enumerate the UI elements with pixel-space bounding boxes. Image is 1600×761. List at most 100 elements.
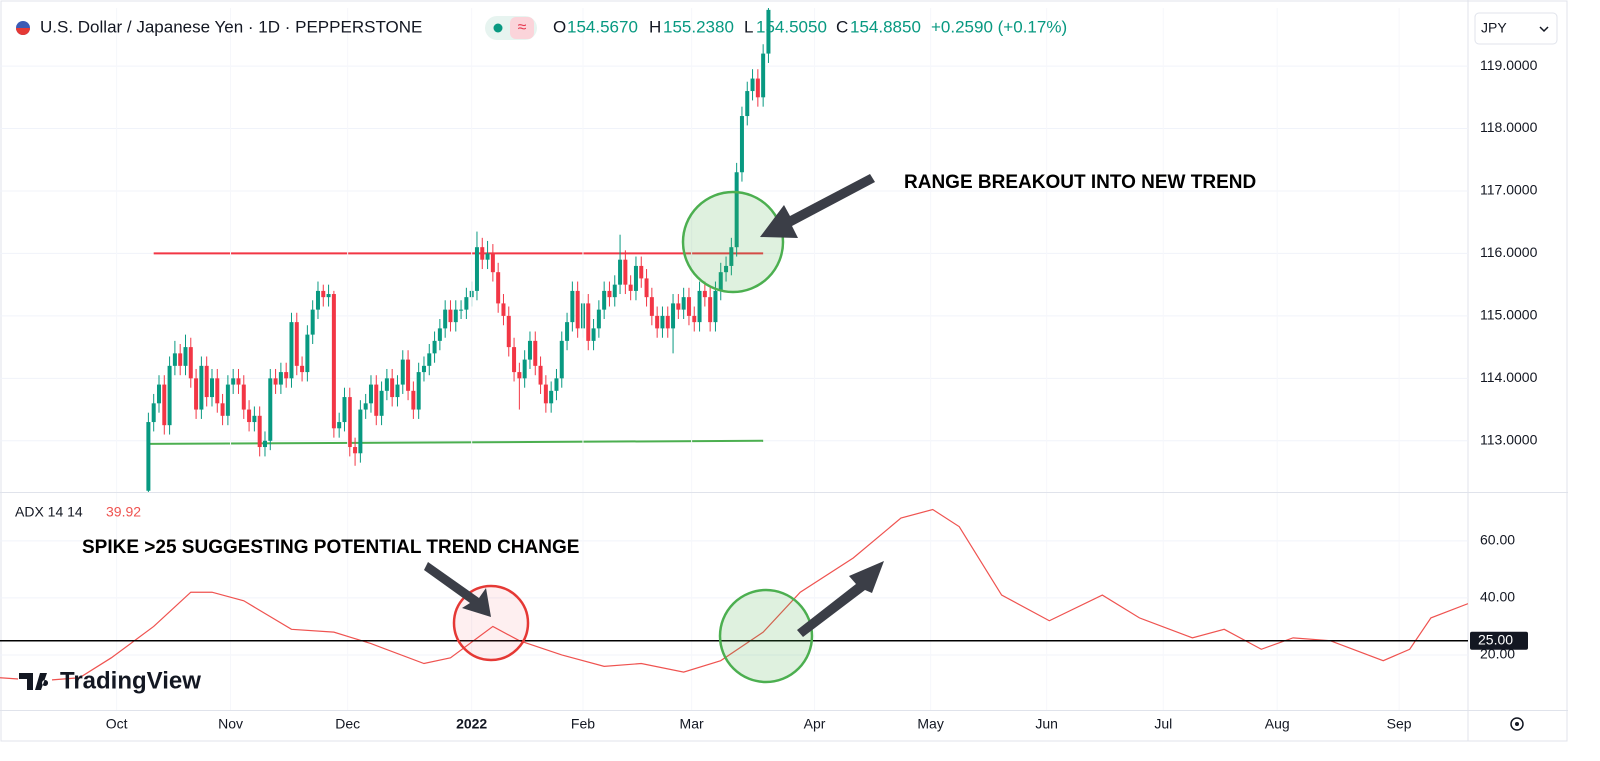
candle-body [718,272,723,291]
candle-body [644,278,649,298]
candle-body [411,390,416,410]
candle-body [151,403,156,423]
candle-body [241,384,246,410]
candle-body [252,415,257,423]
candle-body [390,378,395,398]
arrow [797,561,884,637]
candle-body [713,290,718,323]
candle-body [321,290,326,298]
ohlc-label: H [649,17,661,36]
candle-body [204,365,209,398]
currency-button[interactable] [1474,12,1558,45]
candle-body [602,290,607,310]
candle-body [448,309,453,323]
candle-body [459,309,464,311]
candle-body [194,378,199,410]
symbol: U.S. Dollar / Japanese Yen · 1D · PEPPER… [40,17,422,36]
candle-body [480,247,485,260]
candle-body [300,365,305,373]
candle-body [702,290,707,298]
ohlc-value: 154.5050 [756,17,827,36]
candle-body [750,78,755,92]
candle-body [172,353,177,366]
candle-body [199,365,204,410]
candle-body [628,284,633,291]
arrow [424,562,491,617]
candle-body [225,384,230,416]
candle-body [649,297,654,316]
frame [0,0,1568,742]
candle-body [607,290,612,298]
candle-body [156,384,161,404]
candle-body [379,390,384,416]
candle-body [485,253,490,260]
ohlc-label: L [744,17,753,36]
candle-body [374,384,379,416]
candle-body [586,303,591,341]
candle-body [527,340,532,360]
y-tick-label: 117.0000 [1480,182,1538,198]
candle-body [384,378,389,391]
x-tick-label: Jun [1035,716,1058,732]
candle-body [363,403,368,410]
candle-body [273,378,278,385]
candle-body [766,9,771,54]
candle-body [427,353,432,366]
x-tick-label: Aug [1265,716,1290,732]
candle-body [395,384,400,398]
y-tick-label: 118.0000 [1480,119,1538,135]
candle-body [708,297,713,323]
y-tick-label: 119.0000 [1480,57,1538,73]
candle-body [262,440,267,448]
candle-body [209,378,214,398]
candle-body [257,415,262,448]
candle-body [533,340,538,366]
highlight-circle [718,588,814,684]
candle-body [549,390,554,404]
candle-body [337,422,342,429]
candle-body [236,378,241,385]
ohlc-value: 154.8850 [850,17,921,36]
x-tick-label: Mar [680,716,704,732]
candle-body [618,259,623,285]
candle-body [543,384,548,404]
highlight-circle [681,190,785,294]
candle-body [416,372,421,410]
indicator-icon[interactable] [510,17,534,39]
candle-body [326,294,331,298]
price-pane [0,8,1468,492]
candle-body [188,347,193,379]
candle-body [591,328,596,341]
settings-icon [1515,722,1519,726]
x-tick-label: Sep [1387,716,1412,732]
candle-body [284,372,289,379]
candle-body [570,290,575,323]
candle-body [167,365,172,426]
x-tick-label: May [917,716,943,732]
ohlc-label: O [553,17,566,36]
ohlc-value: 155.2380 [663,17,734,36]
candle-body [315,290,320,310]
reference-label-bg [1470,631,1528,650]
candle-body [294,322,299,366]
candle-body [761,53,766,98]
candle-body [406,359,411,391]
candle-body [464,297,469,310]
y-tick-label: 115.0000 [1480,307,1538,323]
candle-body [612,284,617,298]
annotation: RANGE BREAKOUT INTO NEW TREND [904,172,1256,193]
candle-body [623,259,628,285]
candle-body [400,359,405,385]
candle-body [268,378,273,441]
x-tick-label: Jul [1154,716,1172,732]
candle-body [681,297,686,310]
candle-body [697,290,702,323]
x-tick-label: Feb [571,716,595,732]
change: +0.2590 (+0.17%) [931,17,1067,36]
candle-body [565,322,570,341]
candle-body [633,265,638,291]
settings-icon[interactable] [1510,717,1524,731]
reference-label: 25.00 [1478,631,1513,647]
candle-body [432,340,437,354]
